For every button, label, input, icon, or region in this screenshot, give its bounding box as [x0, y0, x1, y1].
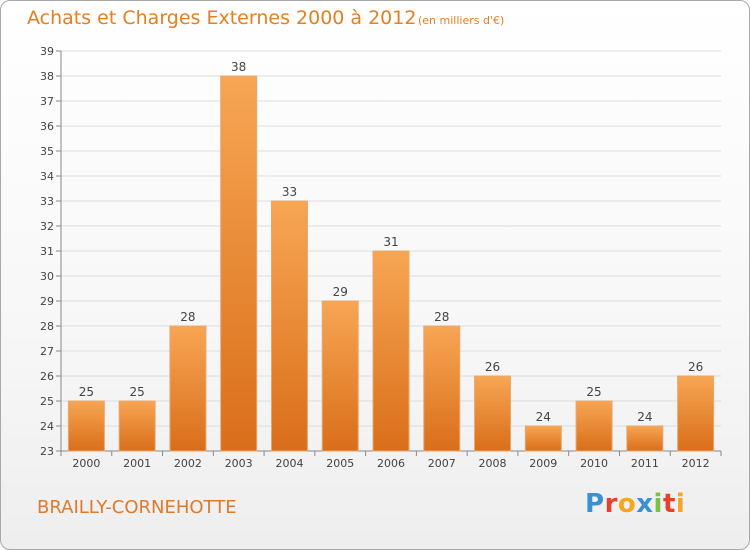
y-tick-label: 35 — [40, 145, 54, 158]
y-tick-label: 24 — [40, 420, 54, 433]
y-tick-label: 39 — [40, 45, 54, 58]
data-label-2006: 31 — [383, 235, 398, 249]
x-tick-label-2007: 2007 — [428, 457, 456, 470]
y-tick-label: 33 — [40, 195, 54, 208]
x-tick-label-2006: 2006 — [377, 457, 405, 470]
data-label-2001: 25 — [130, 385, 145, 399]
label-layer: 25 2000 25 2001 28 2002 38 2003 33 2004 29 2005 31 20… — [72, 60, 709, 470]
bar-2006 — [372, 250, 410, 452]
data-label-2000: 25 — [79, 385, 94, 399]
y-tick-label: 25 — [40, 395, 54, 408]
bar-2003 — [220, 75, 258, 452]
bar-2008 — [474, 375, 512, 452]
bar-2004 — [270, 200, 308, 452]
bar-2007 — [423, 325, 461, 452]
bar-2012 — [677, 375, 715, 452]
x-tick-label-2012: 2012 — [682, 457, 710, 470]
y-tick-label: 36 — [40, 120, 54, 133]
bar-2009 — [524, 425, 562, 452]
data-label-2007: 28 — [434, 310, 449, 324]
bar-2011 — [626, 425, 664, 452]
x-tick-label-2000: 2000 — [72, 457, 100, 470]
bar-2001 — [118, 400, 156, 452]
data-label-2011: 24 — [637, 410, 652, 424]
y-tick-label: 27 — [40, 345, 54, 358]
data-label-2010: 25 — [586, 385, 601, 399]
x-tick-label-2002: 2002 — [174, 457, 202, 470]
bar-2005 — [321, 300, 359, 452]
data-label-2012: 26 — [688, 360, 703, 374]
y-tick-label: 32 — [40, 220, 54, 233]
y-tick-label: 28 — [40, 320, 54, 333]
x-tick-label-2005: 2005 — [326, 457, 354, 470]
data-label-2008: 26 — [485, 360, 500, 374]
bar-2000 — [67, 400, 105, 452]
proxiti-logo: Proxiti — [585, 489, 686, 519]
data-label-2003: 38 — [231, 60, 246, 74]
x-tick-label-2010: 2010 — [580, 457, 608, 470]
y-tick-label: 30 — [40, 270, 54, 283]
data-label-2009: 24 — [536, 410, 551, 424]
y-tick-label: 31 — [40, 245, 54, 258]
bar-2010 — [575, 400, 613, 452]
y-tick-label: 26 — [40, 370, 54, 383]
y-tick-label: 29 — [40, 295, 54, 308]
data-label-2002: 28 — [180, 310, 195, 324]
data-label-2005: 29 — [333, 285, 348, 299]
chart-subtitle: (en milliers d'€) — [418, 14, 505, 27]
x-tick-label-2004: 2004 — [275, 457, 303, 470]
x-tick-label-2001: 2001 — [123, 457, 151, 470]
commune-name: BRAILLY-CORNEHOTTE — [37, 497, 237, 518]
bar-layer — [67, 75, 715, 452]
bar-2002 — [169, 325, 207, 452]
axis-layer: 23 24 25 26 27 28 29 30 31 32 33 34 35 36 37 38 39 — [40, 45, 722, 458]
data-label-2004: 33 — [282, 185, 297, 199]
x-tick-label-2009: 2009 — [529, 457, 557, 470]
y-tick-label: 23 — [40, 445, 54, 458]
x-tick-label-2008: 2008 — [479, 457, 507, 470]
y-tick-label: 34 — [40, 170, 54, 183]
chart-title: Achats et Charges Externes 2000 à 2012 — [27, 7, 417, 29]
x-tick-label-2003: 2003 — [225, 457, 253, 470]
x-tick-label-2011: 2011 — [631, 457, 659, 470]
y-tick-label: 37 — [40, 95, 54, 108]
y-tick-label: 38 — [40, 70, 54, 83]
